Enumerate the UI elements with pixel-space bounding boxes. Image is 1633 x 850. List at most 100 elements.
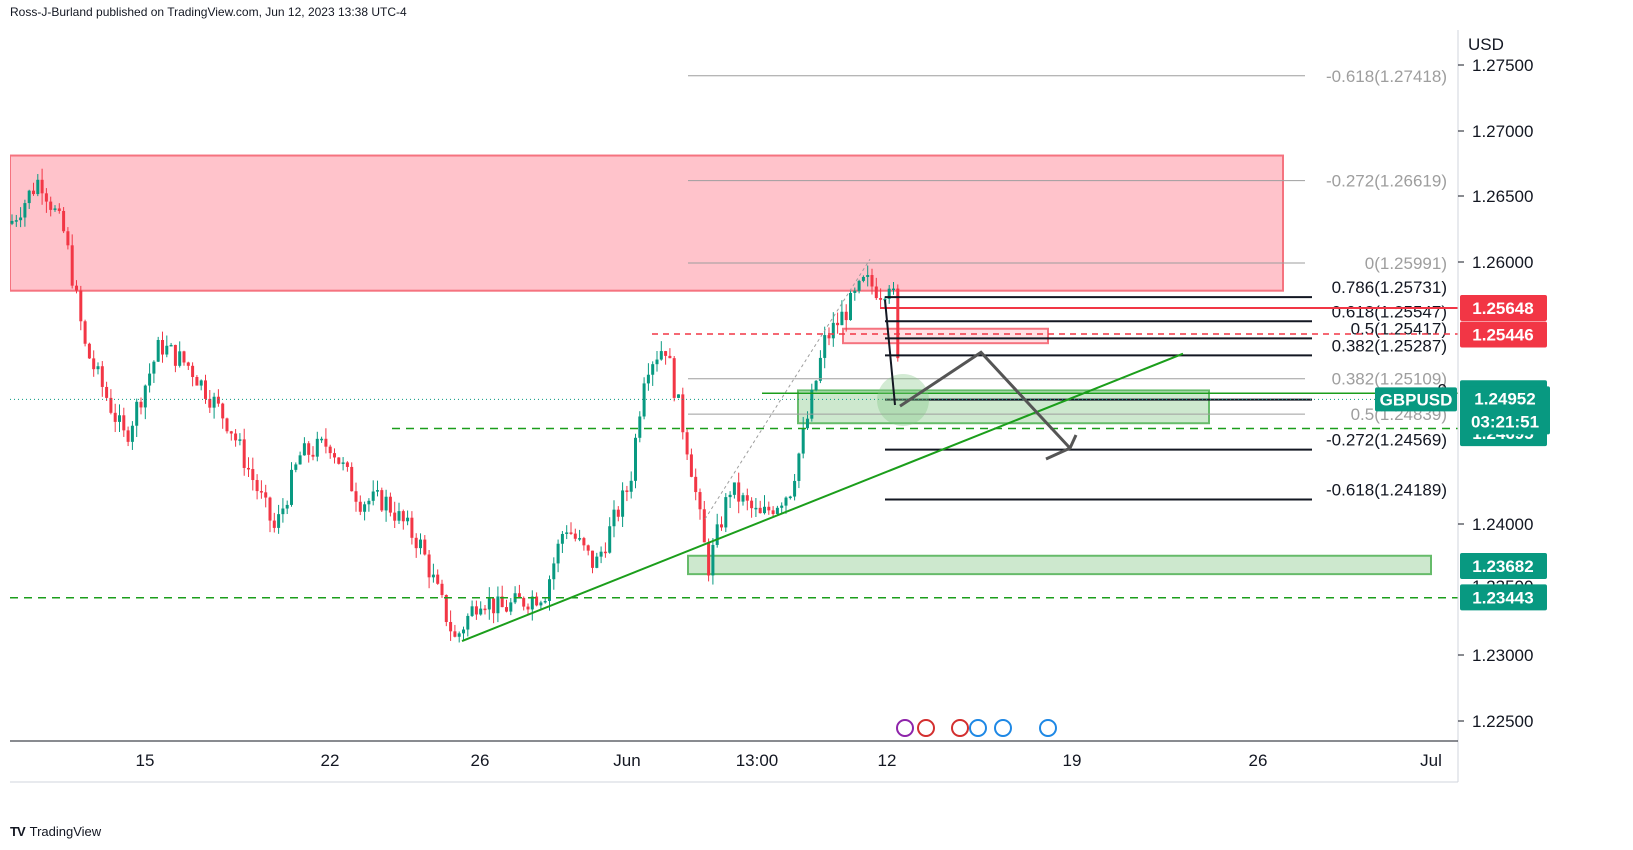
candle (380, 490, 384, 511)
economic-event-icon[interactable] (1039, 719, 1057, 737)
candle (861, 276, 865, 281)
candle (745, 495, 749, 501)
candle (32, 190, 35, 195)
candle (367, 500, 371, 505)
candle (27, 190, 31, 204)
candle (229, 431, 233, 434)
projection-arrowhead (1045, 434, 1078, 461)
candle (827, 335, 831, 339)
candle (204, 380, 207, 399)
candle (199, 380, 203, 386)
price-tag-label: 1.25446 (1472, 326, 1533, 345)
candle (221, 403, 225, 419)
fib-label-upper: 0(1.25991) (1365, 254, 1447, 273)
economic-event-icon[interactable] (994, 719, 1012, 737)
candle (552, 563, 556, 580)
candle (883, 298, 887, 301)
y-tick-label: 1.24000 (1472, 515, 1533, 534)
candle (195, 377, 199, 386)
candle (62, 210, 66, 232)
candle (191, 365, 195, 378)
economic-event-icon[interactable] (917, 719, 935, 737)
candle (522, 597, 526, 607)
candle (487, 598, 491, 610)
candle (466, 615, 470, 630)
candle (651, 364, 655, 375)
candle (449, 621, 453, 632)
candle (53, 208, 57, 210)
economic-event-icon[interactable] (896, 719, 914, 737)
candle (775, 507, 779, 514)
candle (302, 443, 306, 456)
candle (341, 462, 345, 464)
candle (543, 600, 547, 603)
candle (251, 469, 255, 481)
candle (113, 412, 117, 422)
candle (681, 394, 685, 433)
candle (225, 418, 229, 432)
candle (100, 366, 104, 387)
current-price-label: 1.24952 (1474, 389, 1535, 408)
price-tag (1460, 584, 1547, 611)
y-tick-label: 1.23000 (1472, 646, 1533, 665)
candle (19, 217, 23, 221)
candle (87, 343, 91, 359)
candle (573, 533, 577, 539)
candle (784, 497, 788, 506)
candle (556, 543, 560, 564)
candle (578, 538, 582, 540)
candle (216, 396, 220, 404)
candle (646, 374, 650, 384)
candle (427, 554, 431, 578)
candle (758, 507, 762, 514)
candle (139, 401, 143, 408)
candle (849, 292, 852, 321)
candle (836, 322, 840, 326)
candle (535, 596, 539, 606)
candle (763, 506, 766, 514)
candle (393, 512, 397, 521)
candle (483, 608, 487, 611)
symbol-tag-label: GBPUSD (1380, 390, 1453, 409)
currency-label: USD (1468, 35, 1504, 54)
fib-label-upper: -0.618(1.27418) (1326, 67, 1447, 86)
candle (324, 438, 328, 447)
drop-arrow (884, 299, 896, 406)
candle (586, 545, 590, 551)
candle (208, 398, 212, 408)
candle (83, 321, 87, 344)
candle (397, 511, 401, 521)
candle (823, 335, 827, 358)
plot-area[interactable] (10, 30, 1458, 740)
tradingview-logo-icon: TV (10, 824, 26, 839)
candle (328, 446, 332, 454)
candle (728, 494, 732, 498)
candle (720, 524, 723, 528)
candle (320, 438, 324, 441)
candle (887, 288, 891, 299)
candle (44, 193, 48, 202)
countdown-label: 03:21:51 (1471, 412, 1539, 431)
candle (23, 203, 27, 218)
candle (612, 509, 616, 527)
y-tick-label: 1.26500 (1472, 187, 1533, 206)
candle (840, 311, 844, 326)
economic-event-icon[interactable] (969, 719, 987, 737)
candle (92, 358, 96, 370)
candle (350, 466, 354, 492)
candle (105, 386, 109, 398)
fib-label-lower: -0.272(1.24569) (1326, 431, 1447, 450)
candle (440, 583, 444, 595)
candle (354, 491, 358, 502)
candle (66, 231, 70, 246)
candle (741, 495, 745, 502)
economic-event-icon[interactable] (951, 719, 969, 737)
candle (711, 544, 715, 576)
candle (870, 275, 874, 287)
fib-label-lower: -0.618(1.24189) (1326, 480, 1447, 499)
candle (363, 504, 367, 512)
candle (638, 416, 642, 438)
candle (285, 504, 289, 509)
candle (771, 510, 775, 514)
